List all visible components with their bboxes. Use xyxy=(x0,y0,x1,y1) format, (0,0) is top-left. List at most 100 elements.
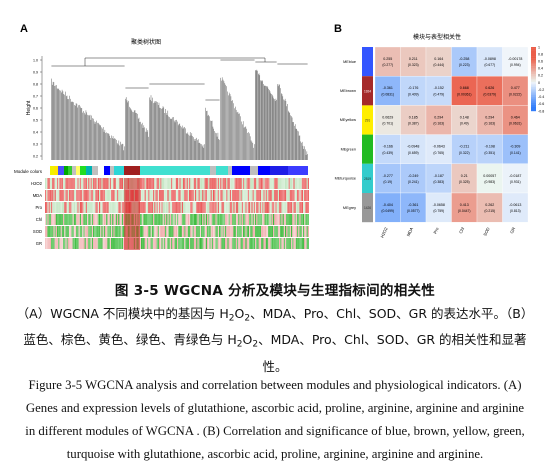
heatmap-cell xyxy=(89,214,91,225)
heatmap-cell xyxy=(250,238,252,249)
heatmap-cell xyxy=(301,226,303,237)
heatmap-cell xyxy=(239,214,241,225)
heatmap-cell xyxy=(174,178,176,189)
heatmap-cell xyxy=(185,178,187,189)
heatmap-cell xyxy=(229,214,231,225)
heatmap-cell xyxy=(82,190,84,201)
heatmap-cell xyxy=(161,202,163,213)
heatmap-cell xyxy=(263,214,265,225)
heatmap-cell xyxy=(114,238,116,249)
heatmap-cell xyxy=(202,214,204,225)
heatmap-cell xyxy=(118,214,120,225)
heatmap-cell xyxy=(65,178,67,189)
heatmap-cell xyxy=(297,190,299,201)
heatmap-cell xyxy=(220,178,222,189)
heatmap-cell xyxy=(239,226,241,237)
heatmap-cell xyxy=(231,238,233,249)
heatmap-cell xyxy=(293,238,295,249)
heatmap-cell xyxy=(281,202,283,213)
zh-caption-line: 性。 xyxy=(262,358,288,374)
heatmap-cell xyxy=(150,178,152,189)
heatmap-cell xyxy=(229,178,231,189)
heatmap-cell xyxy=(148,214,150,225)
heatmap-cell xyxy=(101,214,103,225)
heatmap-cell xyxy=(288,238,290,249)
heatmap-cell xyxy=(99,226,101,237)
heatmap-cell xyxy=(84,238,86,249)
heatmap-cell xyxy=(210,178,212,189)
heatmap-cell xyxy=(183,202,185,213)
heatmap-cell xyxy=(46,178,48,189)
heatmap-cell xyxy=(141,214,143,225)
heatmap-cell xyxy=(238,238,240,249)
module-row-label: MEgreen xyxy=(341,147,356,151)
heatmap-cell xyxy=(276,214,278,225)
heatmap-cell xyxy=(282,190,284,201)
heatmap-cell xyxy=(49,238,51,249)
heatmap-cell xyxy=(264,190,266,201)
heatmap-cell xyxy=(178,226,180,237)
p-value: (0.409) xyxy=(408,92,419,96)
heatmap-cell xyxy=(153,238,155,249)
heatmap-cell xyxy=(113,226,115,237)
heatmap-cell xyxy=(273,214,275,225)
heatmap-cell xyxy=(207,238,209,249)
heatmap-cell xyxy=(289,214,291,225)
heatmap-cell xyxy=(209,202,211,213)
heatmap-cell xyxy=(85,214,87,225)
heatmap-cell xyxy=(88,226,90,237)
heatmap-cell xyxy=(161,226,163,237)
p-value: (0.215) xyxy=(484,209,495,213)
heatmap-cell xyxy=(226,238,228,249)
panel-b-correlation-heatmap: MEblue0.255(0.277)0.211(0.323)0.164(0.44… xyxy=(335,46,529,239)
heatmap-cell xyxy=(198,190,200,201)
heatmap-cell xyxy=(183,178,185,189)
panel-a-trait-heatmap xyxy=(45,178,309,250)
color-scale-step xyxy=(531,69,536,72)
panel-b-label: B xyxy=(334,23,342,35)
heatmap-cell xyxy=(211,214,213,225)
heatmap-cell xyxy=(119,238,121,249)
heatmap-cell xyxy=(120,202,122,213)
heatmap-cell xyxy=(52,190,54,201)
heatmap-cell xyxy=(198,214,200,225)
heatmap-cell xyxy=(304,214,306,225)
heatmap-cell xyxy=(96,214,98,225)
module-color-segment xyxy=(86,166,92,175)
heatmap-cell xyxy=(156,226,158,237)
heatmap-cell xyxy=(192,226,194,237)
correlation-value: -0.0658 xyxy=(433,203,445,207)
heatmap-cell xyxy=(307,190,309,201)
correlation-column-label: SOD xyxy=(482,227,490,237)
heatmap-cell xyxy=(60,238,62,249)
heatmap-cell xyxy=(87,214,89,225)
heatmap-cell xyxy=(300,226,302,237)
correlation-cell xyxy=(451,76,478,106)
heatmap-cell xyxy=(70,178,72,189)
heatmap-cell xyxy=(59,190,61,201)
heatmap-cell xyxy=(233,190,235,201)
heatmap-cell xyxy=(300,238,302,249)
correlation-value: 0.413 xyxy=(460,203,469,207)
heatmap-cell xyxy=(223,178,225,189)
heatmap-cell xyxy=(147,214,149,225)
heatmap-cell xyxy=(107,238,109,249)
correlation-column-label: Pro xyxy=(432,226,440,235)
correlation-value: 0.00057 xyxy=(483,174,496,178)
trait-label: Pro xyxy=(35,205,42,210)
heatmap-cell xyxy=(253,202,255,213)
heatmap-cell xyxy=(297,178,299,189)
heatmap-cell xyxy=(151,202,153,213)
heatmap-cell xyxy=(203,238,205,249)
heatmap-cell xyxy=(61,178,63,189)
correlation-value: 0.185 xyxy=(409,115,418,119)
heatmap-cell xyxy=(221,238,223,249)
correlation-cell xyxy=(425,105,452,135)
heatmap-cell xyxy=(292,202,294,213)
heatmap-cell xyxy=(295,190,297,201)
heatmap-cell xyxy=(196,238,198,249)
heatmap-cell xyxy=(192,214,194,225)
heatmap-cell xyxy=(79,178,81,189)
heatmap-cell xyxy=(245,202,247,213)
heatmap-cell xyxy=(113,190,115,201)
